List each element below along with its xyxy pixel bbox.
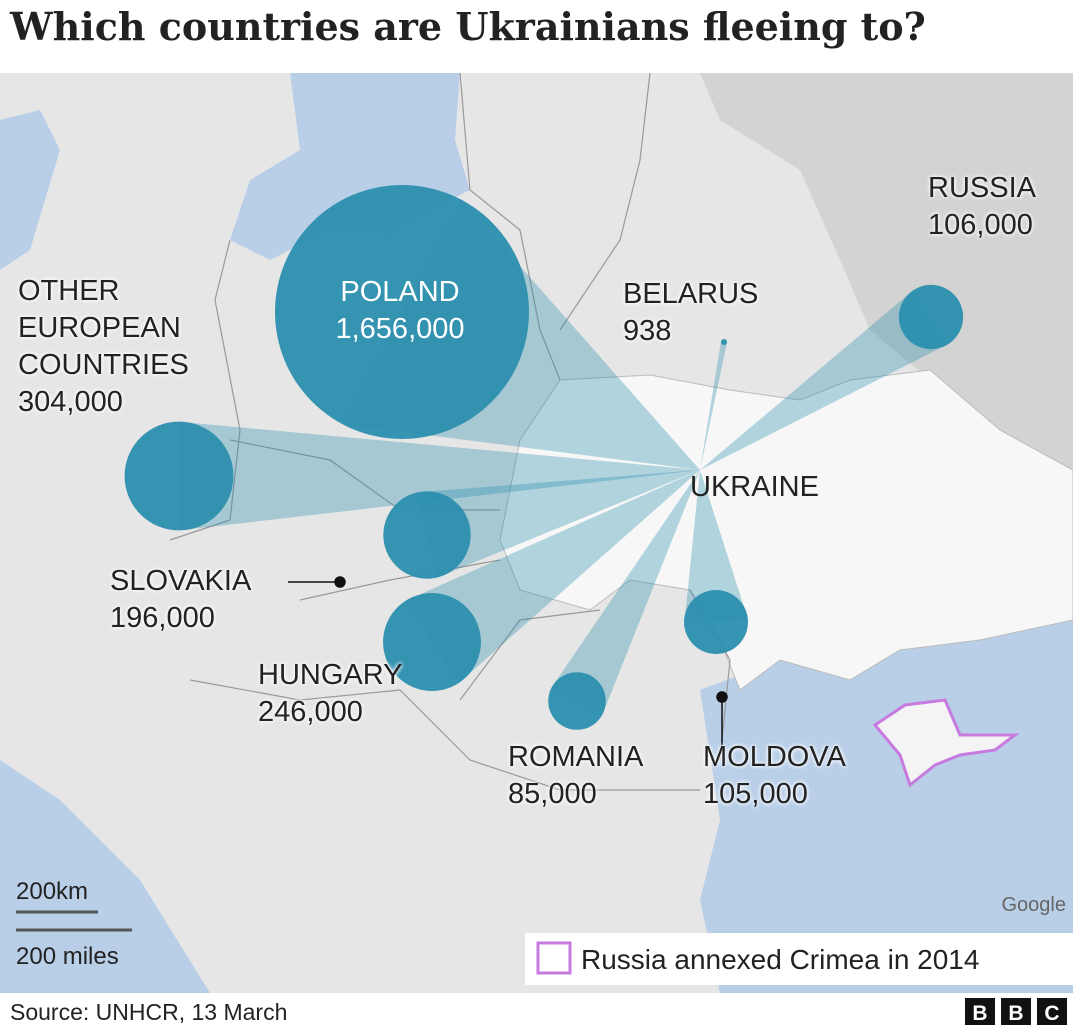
flow — [178, 421, 700, 531]
flow — [684, 470, 748, 626]
border — [169, 239, 241, 541]
country-label: HUNGARY 246,000 — [258, 657, 403, 731]
bubble — [548, 672, 606, 730]
flow — [700, 341, 727, 470]
country-name: SLOVAKIA — [110, 565, 252, 597]
attribution: Google — [1002, 894, 1067, 916]
country-name: BELARUS — [623, 278, 759, 310]
sea — [0, 110, 60, 270]
bubble — [684, 590, 748, 654]
legend-swatch — [536, 941, 572, 975]
bubbles — [124, 185, 964, 730]
country-name: RUSSIA — [928, 172, 1036, 204]
title: Which countries are Ukrainians fleeing t… — [9, 4, 926, 49]
scale-km: 200km — [16, 878, 88, 905]
adriatic-sea — [0, 760, 210, 993]
logo-box — [1037, 998, 1067, 1025]
source: Source: UNHCR, 13 March — [10, 999, 287, 1025]
country-value: 304,000 — [18, 386, 123, 418]
black-sea — [700, 620, 1073, 993]
bubble — [383, 593, 481, 691]
flow — [700, 290, 949, 470]
bubble — [275, 185, 529, 439]
bubble — [720, 338, 728, 346]
logo-letter: B — [1008, 1002, 1023, 1025]
country-value: 106,000 — [928, 209, 1033, 241]
leader-dot — [716, 691, 728, 703]
bubble — [383, 491, 471, 579]
crimea — [872, 698, 1020, 788]
country-value: 1,656,000 — [335, 313, 465, 345]
ukraine-area — [499, 369, 1073, 691]
border — [559, 72, 651, 331]
footer — [0, 993, 1073, 1026]
logo-box — [965, 998, 995, 1025]
country-value: 246,000 — [258, 696, 363, 728]
country-name: ROMANIA — [508, 741, 644, 773]
country-name: HUNGARY — [258, 659, 403, 691]
logo-letter: C — [1044, 1002, 1059, 1025]
legend: Russia annexed Crimea in 2014 — [525, 933, 1073, 985]
country-label: SLOVAKIA 196,000 — [110, 563, 251, 637]
country-label: BELARUS 938 — [623, 276, 758, 350]
logo-box — [1001, 998, 1031, 1025]
border — [459, 72, 561, 381]
bubble — [898, 284, 964, 350]
border — [459, 609, 601, 701]
bubble — [124, 421, 234, 531]
logo-letter: B — [972, 1002, 987, 1025]
origin-label: UKRAINE — [690, 471, 819, 503]
country-name: POLAND — [340, 276, 460, 308]
legend-box — [525, 933, 1073, 985]
country-label: RUSSIA 106,000 — [928, 170, 1036, 244]
leader-dot — [334, 576, 346, 588]
country-value: 196,000 — [110, 602, 215, 634]
country-label: POLAND 1,656,000 — [335, 274, 464, 348]
basemap — [0, 72, 1073, 993]
legend-text: Russia annexed Crimea in 2014 — [581, 944, 979, 975]
country-label: ROMANIA 85,000 — [508, 739, 643, 813]
border — [189, 679, 700, 791]
flow — [416, 470, 700, 578]
russia-area — [700, 73, 1073, 470]
scale-bar: 200km 200 miles — [16, 878, 132, 970]
country-value: 938 — [623, 315, 672, 347]
scale-miles: 200 miles — [16, 943, 119, 970]
border — [299, 559, 501, 601]
flow — [551, 470, 700, 715]
country-name: OTHER EUROPEAN COUNTRIES — [18, 275, 189, 381]
country-name: MOLDOVA — [703, 741, 846, 773]
country-value: 85,000 — [508, 778, 597, 810]
leaders — [288, 576, 728, 745]
country-value: 105,000 — [703, 778, 808, 810]
country-label: MOLDOVA 105,000 — [703, 739, 846, 813]
country-label: OTHER EUROPEAN COUNTRIES 304,000 — [18, 273, 228, 421]
